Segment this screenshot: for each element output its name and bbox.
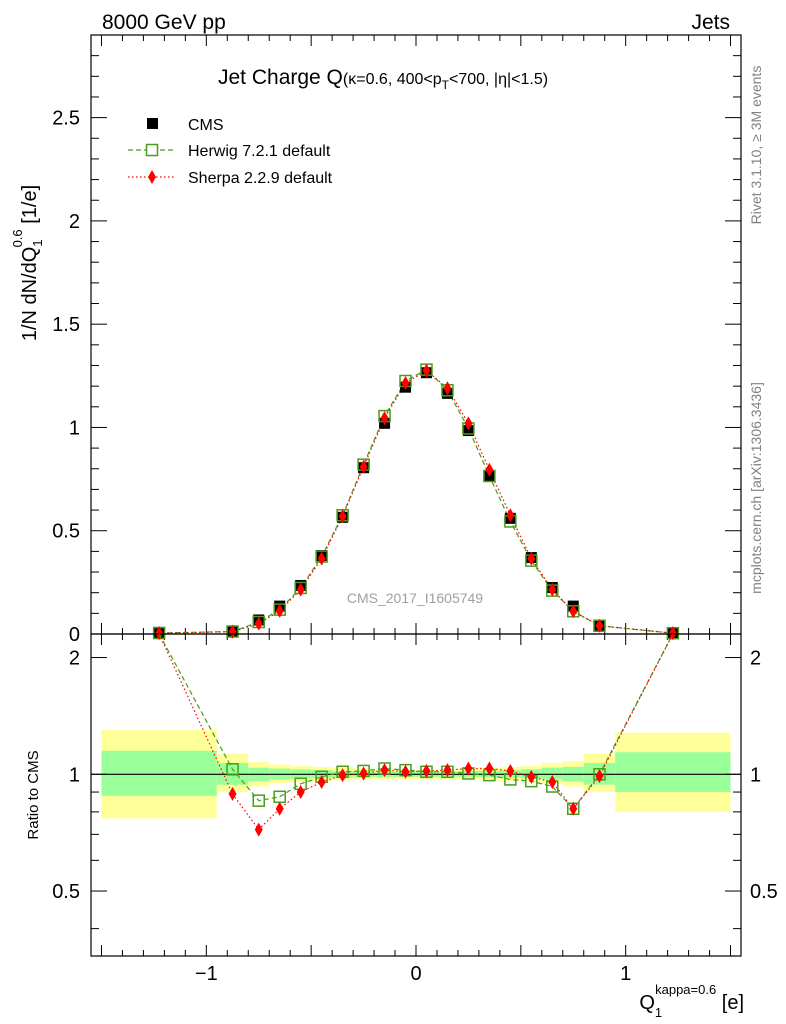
ratio-herwig-line <box>158 633 674 810</box>
plot-title-index: T <box>442 78 450 92</box>
sherpa-point <box>380 411 389 426</box>
ratio-sherpa-point <box>548 775 557 790</box>
main-y-tick-label: 0 <box>69 624 80 646</box>
mcplots-reference-label: mcplots.cern.ch [arXiv:1306.3436] <box>748 382 764 594</box>
ratio-sherpa-point <box>254 822 263 837</box>
main-y-tick-label: 2.5 <box>52 108 80 130</box>
sherpa-point <box>443 381 452 396</box>
main-y-axis-label-sup: 0.6 <box>10 229 25 247</box>
ratio-panel: −1 0 1 0.5 0.5 1 1 2 2 <box>52 633 778 985</box>
ratio-sherpa-point <box>464 761 473 776</box>
main-y-tick-label: 1.5 <box>52 314 80 336</box>
ratio-band-inner <box>615 752 731 793</box>
x-tick-label: 0 <box>410 963 421 985</box>
x-tick-label: −1 <box>195 963 218 985</box>
ratio-y-tick-label-right: 2 <box>750 648 761 670</box>
main-y-axis-label: 1/N dN/dQ1 0.6 [1/e] <box>10 185 45 341</box>
legend: CMS Herwig 7.2.1 default Sherpa 2.2.9 de… <box>128 117 333 187</box>
header-process-label: Jets <box>691 11 730 34</box>
main-y-tick-label: 2 <box>69 211 80 233</box>
ratio-y-tick-label-left: 0.5 <box>52 881 80 903</box>
sherpa-point <box>527 551 536 566</box>
analysis-watermark: CMS_2017_I1605749 <box>347 590 483 606</box>
sherpa-point <box>464 416 473 431</box>
sherpa-point <box>506 508 515 523</box>
plot-title-sub: (κ=0.6, 400<p <box>343 71 442 88</box>
legend-herwig-marker <box>145 143 159 157</box>
sherpa-point <box>338 509 347 524</box>
sherpa-point <box>275 603 284 618</box>
legend-sherpa-label: Sherpa 2.2.9 default <box>188 170 333 187</box>
ratio-sherpa-point <box>527 769 536 784</box>
ratio-sherpa-point <box>338 768 347 783</box>
main-y-axis-label-unit: [1/e] <box>19 185 41 229</box>
legend-sherpa-marker <box>148 170 156 184</box>
ratio-y-tick-label-left: 1 <box>69 764 80 786</box>
main-y-axis-label-main: 1/N dN/dQ <box>19 247 41 341</box>
x-tick-label: 1 <box>620 963 631 985</box>
sherpa-point <box>595 618 604 633</box>
ratio-sherpa-point <box>275 801 284 816</box>
legend-cms-marker <box>147 118 158 129</box>
sherpa-point <box>359 459 368 474</box>
ratio-sherpa-point <box>443 763 452 778</box>
sherpa-point <box>317 551 326 566</box>
ratio-band-inner <box>541 767 563 780</box>
ratio-sherpa-point <box>296 785 305 800</box>
ratio-herwig-point <box>226 763 239 776</box>
x-axis-label-main: Q <box>639 992 655 1014</box>
ratio-sherpa-point <box>569 801 578 816</box>
rivet-version-label: Rivet 3.1.10, ≥ 3M events <box>748 66 764 225</box>
ratio-sherpa-point <box>401 764 410 779</box>
main-y-tick-label: 0.5 <box>52 521 80 543</box>
sherpa-point <box>569 604 578 619</box>
plot-title-sub-end: <700, |η|<1.5) <box>449 71 548 88</box>
sherpa-point <box>485 462 494 477</box>
plot-title: Jet Charge Q(κ=0.6, 400<pT<700, |η|<1.5) <box>218 66 548 92</box>
sherpa-point <box>548 582 557 597</box>
x-axis-label-unit: [e] <box>716 992 744 1014</box>
x-axis-label-sub: 1 <box>655 1005 662 1020</box>
ratio-y-axis-label: Ratio to CMS <box>25 750 42 839</box>
ratio-sherpa-point <box>317 775 326 790</box>
ratio-band-inner <box>101 750 217 796</box>
ratio-sherpa-line <box>158 633 674 831</box>
ratio-sherpa-point <box>422 763 431 778</box>
ratio-y-tick-label-right: 1 <box>750 764 761 786</box>
legend-cms-label: CMS <box>188 117 224 134</box>
ratio-y-tick-label-right: 0.5 <box>750 881 778 903</box>
sherpa-point <box>422 363 431 378</box>
ratio-sherpa-point <box>228 786 237 801</box>
plot-title-main: Jet Charge Q <box>218 66 343 89</box>
ratio-sherpa-point <box>595 768 604 783</box>
ratio-y-tick-label-left: 2 <box>69 648 80 670</box>
legend-herwig-label: Herwig 7.2.1 default <box>188 143 331 160</box>
sherpa-point <box>254 616 263 631</box>
x-axis-label: Q1 kappa=0.6 [e] <box>639 982 744 1020</box>
ratio-sherpa-point <box>380 763 389 778</box>
main-y-axis-label-sub: 1 <box>30 239 45 246</box>
sherpa-point <box>401 376 410 391</box>
main-y-tick-label: 1 <box>69 417 80 439</box>
ratio-sherpa-point <box>506 763 515 778</box>
ratio-sherpa-point <box>485 761 494 776</box>
sherpa-point <box>296 582 305 597</box>
sherpa-point <box>228 624 237 639</box>
header-energy-label: 8000 GeV pp <box>102 11 226 34</box>
cms-point <box>462 425 474 437</box>
ratio-sherpa-point <box>359 766 368 781</box>
x-axis-label-sup: kappa=0.6 <box>655 982 716 997</box>
ratio-herwig-point <box>252 794 265 807</box>
